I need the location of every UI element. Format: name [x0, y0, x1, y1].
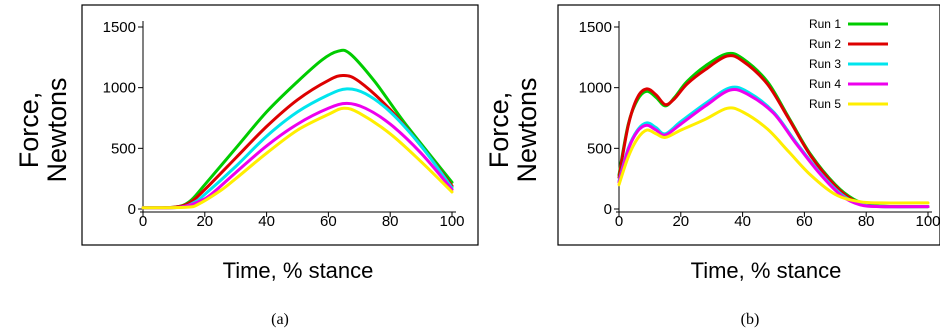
- panel-b-axes: 0 500 1000 1500 0 20 40 60 80 100: [579, 19, 940, 230]
- legend-label: Run 1: [809, 17, 841, 31]
- panel-b: 0 500 1000 1500 0 20 40 60 80 100 Run 1 Run 2 Run 3…: [484, 4, 940, 328]
- x-tick-label: 80: [858, 213, 875, 230]
- panel-b-series: [617, 51, 930, 209]
- x-tick-label: 60: [320, 213, 337, 230]
- y-tick-label: 500: [111, 140, 136, 157]
- panel-a-ylabel: Force,: [14, 92, 44, 169]
- panel-a-ylabel-line1: Force,: [14, 92, 44, 169]
- x-tick-label: 40: [734, 213, 751, 230]
- panel-b-caption: (b): [741, 311, 760, 328]
- series-line-run-4: [141, 101, 454, 210]
- panel-a-ylabel-line2: Newtons: [42, 77, 72, 182]
- panel-a-caption: (a): [271, 311, 289, 328]
- panel-a-xlabel: Time, % stance: [223, 258, 374, 283]
- legend-label: Run 3: [809, 57, 841, 71]
- panel-a-axes: 0 500 1000 1500 0 20 40 60 80 100: [103, 19, 465, 230]
- x-tick-label: 0: [615, 213, 623, 230]
- x-tick-label: 40: [258, 213, 275, 230]
- x-tick-label: 20: [672, 213, 689, 230]
- x-tick-label: 0: [139, 213, 147, 230]
- y-tick-label: 1000: [103, 80, 136, 97]
- series-line-run-5: [617, 106, 930, 205]
- legend-label: Run 5: [809, 97, 841, 111]
- series-line-run-5: [141, 106, 454, 210]
- x-tick-label: 20: [196, 213, 213, 230]
- panel-b-ylabel-line1: Force,: [484, 92, 514, 169]
- y-tick-label: 500: [587, 140, 612, 157]
- y-tick-label: 0: [128, 201, 136, 218]
- legend-label: Run 2: [809, 37, 841, 51]
- panel-b-ylabel-line2: Newtons: [512, 77, 542, 182]
- x-tick-label: 100: [439, 213, 464, 230]
- y-tick-label: 1000: [579, 80, 612, 97]
- y-tick-label: 1500: [579, 19, 612, 36]
- x-tick-label: 80: [382, 213, 399, 230]
- legend-label: Run 4: [809, 77, 841, 91]
- panel-b-legend: Run 1 Run 2 Run 3 Run 4 Run 5: [809, 17, 888, 111]
- x-tick-label: 100: [915, 213, 940, 230]
- series-line-run-2: [141, 73, 454, 210]
- x-tick-label: 60: [796, 213, 813, 230]
- y-tick-label: 1500: [103, 19, 136, 36]
- y-tick-label: 0: [604, 201, 612, 218]
- panel-a-series: [141, 48, 454, 210]
- panel-b-xlabel: Time, % stance: [691, 258, 842, 283]
